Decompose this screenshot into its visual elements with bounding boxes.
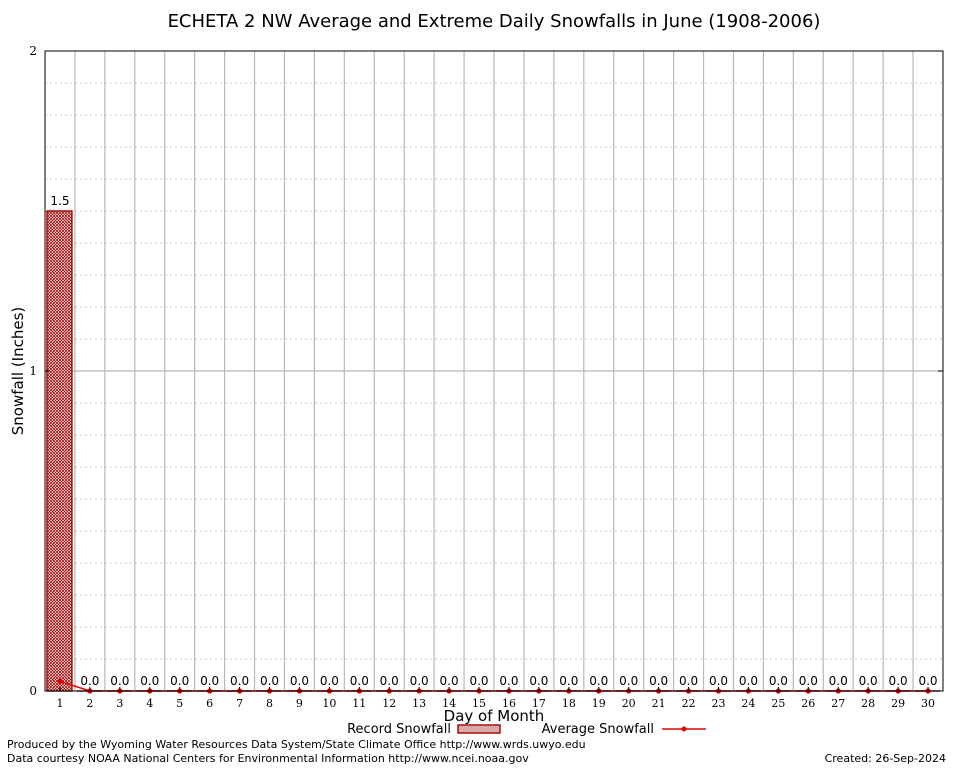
y-tick-label: 0 — [29, 684, 37, 698]
data-label: 0.0 — [469, 674, 488, 688]
data-label: 1.5 — [50, 194, 69, 208]
x-tick-label: 15 — [472, 697, 486, 710]
y-tick-label: 2 — [29, 44, 37, 58]
data-label: 0.0 — [110, 674, 129, 688]
x-ticks: 1 2 3 4 5 6 7 8 9 10 11 12 13 14 15 16 17 18 19 20 21 22 23 24 2… — [56, 687, 935, 710]
x-tick-label: 12 — [382, 697, 396, 710]
data-label: 0.0 — [649, 674, 668, 688]
data-label: 0.0 — [320, 674, 339, 688]
data-label: 0.0 — [619, 674, 638, 688]
data-label: 0.0 — [170, 674, 189, 688]
x-tick-label: 7 — [236, 697, 243, 710]
x-tick-label: 10 — [322, 697, 336, 710]
x-tick-label: 16 — [502, 697, 516, 710]
footer-produced-by: Produced by the Wyoming Water Resources … — [7, 738, 586, 751]
x-tick-label: 3 — [116, 697, 123, 710]
data-label: 0.0 — [859, 674, 878, 688]
data-label: 0.0 — [799, 674, 818, 688]
data-label: 0.0 — [350, 674, 369, 688]
data-label: 0.0 — [440, 674, 459, 688]
data-label: 0.0 — [889, 674, 908, 688]
legend-marker-average — [681, 726, 687, 732]
x-tick-label: 17 — [532, 697, 546, 710]
x-tick-label: 8 — [266, 697, 273, 710]
data-label: 0.0 — [80, 674, 99, 688]
chart-title: ECHETA 2 NW Average and Extreme Daily Sn… — [168, 11, 821, 32]
data-label: 0.0 — [559, 674, 578, 688]
data-labels: 1.5 0.0 0.0 0.0 0.0 0.0 0.0 0.0 0.0 0.0 0.0 0.0 0.0 0… — [50, 194, 937, 688]
x-axis-title: Day of Month — [444, 707, 545, 725]
x-tick-label: 28 — [861, 697, 875, 710]
data-label: 0.0 — [230, 674, 249, 688]
legend: Record Snowfall Average Snowfall — [347, 722, 706, 737]
record-bars — [46, 210, 940, 692]
data-label: 0.0 — [709, 674, 728, 688]
x-tick-label: 5 — [176, 697, 183, 710]
data-label: 0.0 — [829, 674, 848, 688]
plot-frame — [44, 50, 944, 692]
data-label: 0.0 — [739, 674, 758, 688]
x-tick-label: 27 — [831, 697, 845, 710]
x-tick-label: 1 — [56, 697, 63, 710]
x-tick-label: 6 — [206, 697, 213, 710]
x-tick-label: 20 — [622, 697, 636, 710]
x-tick-label: 18 — [562, 697, 576, 710]
legend-label-record: Record Snowfall — [347, 722, 451, 737]
x-tick-label: 21 — [652, 697, 666, 710]
x-tick-label: 4 — [146, 697, 153, 710]
x-tick-label: 19 — [592, 697, 606, 710]
record-bar — [46, 210, 73, 692]
data-label: 0.0 — [140, 674, 159, 688]
data-label: 0.0 — [499, 674, 518, 688]
data-label: 0.0 — [529, 674, 548, 688]
x-tick-label: 30 — [921, 697, 935, 710]
y-tick-label: 1 — [29, 364, 37, 378]
data-label: 0.0 — [410, 674, 429, 688]
y-axis-title: Snowfall (Inches) — [9, 307, 27, 435]
data-label: 0.0 — [769, 674, 788, 688]
data-label: 0.0 — [918, 674, 937, 688]
x-tick-label: 9 — [296, 697, 303, 710]
x-tick-label: 29 — [891, 697, 905, 710]
data-label: 0.0 — [200, 674, 219, 688]
data-label: 0.0 — [380, 674, 399, 688]
x-tick-label: 22 — [682, 697, 696, 710]
x-tick-label: 11 — [352, 697, 366, 710]
x-tick-label: 25 — [771, 697, 785, 710]
x-tick-label: 26 — [801, 697, 815, 710]
grid — [45, 51, 943, 691]
footer-data-courtesy: Data courtesy NOAA National Centers for … — [7, 752, 529, 765]
x-tick-label: 14 — [442, 697, 456, 710]
x-tick-label: 23 — [712, 697, 726, 710]
legend-label-average: Average Snowfall — [542, 722, 654, 737]
x-tick-label: 24 — [741, 697, 755, 710]
average-point — [57, 678, 63, 685]
data-label: 0.0 — [260, 674, 279, 688]
x-tick-label: 13 — [412, 697, 426, 710]
data-label: 0.0 — [290, 674, 309, 688]
footer-created: Created: 26-Sep-2024 — [824, 752, 946, 765]
data-label: 0.0 — [679, 674, 698, 688]
data-label: 0.0 — [589, 674, 608, 688]
x-tick-label: 2 — [86, 697, 93, 710]
legend-swatch-record — [457, 724, 501, 734]
